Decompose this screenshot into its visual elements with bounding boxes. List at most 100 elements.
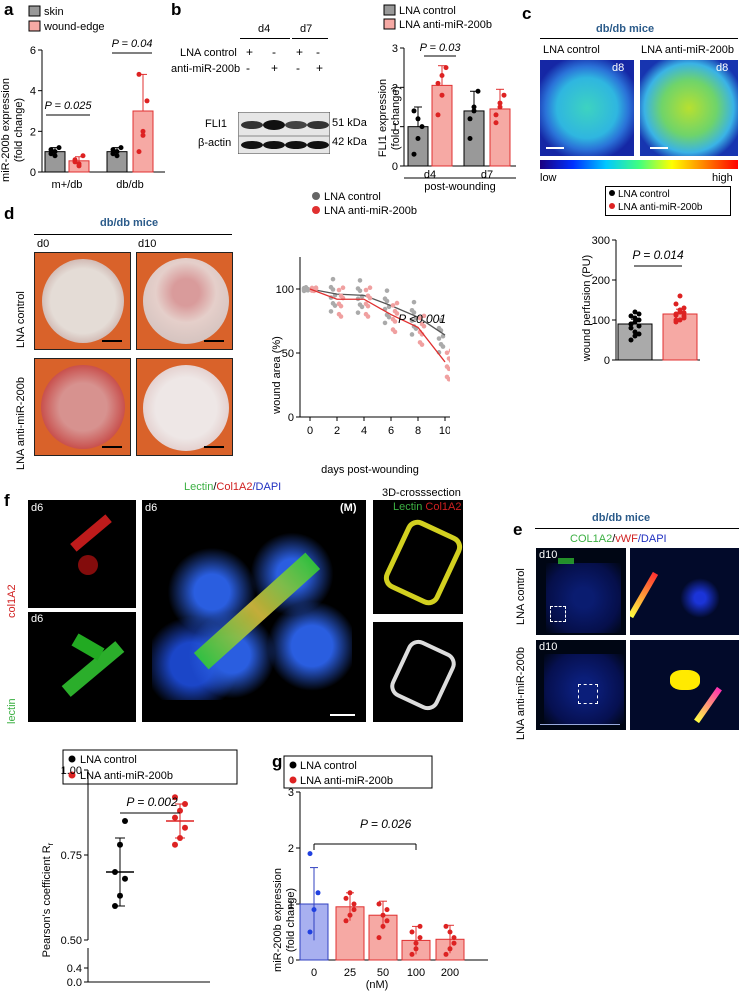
data-point-LNA control — [332, 303, 338, 308]
y-tick-label: 300 — [592, 235, 610, 247]
blot-band — [307, 141, 329, 149]
x-tick-label: d7 — [481, 169, 493, 181]
d-row1: LNA control — [15, 291, 27, 348]
y-tick-label: 0 — [30, 167, 36, 179]
x-tick-label: 100 — [407, 967, 425, 979]
data-point — [677, 293, 683, 299]
g-legend-1: LNA control — [300, 760, 357, 772]
data-point — [681, 305, 687, 311]
data-point-LNA anti-miR-200b — [394, 311, 400, 316]
data-point — [52, 149, 58, 155]
data-point — [439, 92, 445, 98]
data-point-LNA anti-miR-200b — [338, 314, 344, 319]
data-point — [628, 321, 634, 327]
y-tick-label: 100 — [276, 284, 294, 296]
data-point — [681, 310, 687, 316]
legend-label-anti-mir: LNA anti-miR-200b — [399, 19, 492, 31]
x-axis-unit-g: (nM) — [366, 979, 389, 991]
c-title: db/db mice — [596, 23, 655, 35]
x-tick-label: 0 — [307, 425, 313, 437]
e-img-anti-overview — [536, 640, 626, 730]
f-row-lectin: lectin — [6, 698, 18, 724]
y-tick-label: 2 — [30, 126, 36, 138]
line-d7 — [292, 38, 328, 39]
g-legend-2: LNA anti-miR-200b — [300, 775, 393, 787]
data-point-LNA anti-miR-200b — [336, 287, 342, 293]
data-point-LNA anti-miR-200b — [419, 342, 425, 347]
y-tick-label: 0.50 — [61, 935, 82, 947]
data-point — [376, 935, 382, 941]
label-d7: d7 — [300, 23, 313, 35]
panel-label-e: e — [513, 520, 523, 539]
data-point — [48, 151, 54, 157]
data-point — [673, 312, 679, 318]
band-label-fli1: FLI1 — [205, 118, 228, 130]
data-point — [497, 100, 503, 106]
y-tick-label: 2 — [288, 843, 294, 855]
legend-swatch-wound-edge — [28, 20, 41, 32]
y-axis-label-a-text: miR-200b expression — [0, 78, 12, 182]
y-axis-label-c: wound perfusion (PU) — [581, 255, 593, 362]
data-point — [435, 80, 441, 86]
legend-label-lna-control: LNA control — [399, 5, 456, 17]
data-point — [380, 912, 386, 918]
x-axis-title-b: post-wounding — [424, 181, 496, 193]
data-point — [435, 112, 441, 118]
x-tick-label: m+/db — [52, 179, 83, 191]
bar — [617, 323, 653, 361]
data-point-LNA control — [330, 276, 336, 282]
data-point-LNA anti-miR-200b — [421, 323, 427, 329]
data-point — [52, 153, 58, 159]
data-point-lna-control — [117, 892, 123, 899]
kda-label-2: 42 kDa — [332, 136, 367, 148]
p-value-d: P <0.001 — [398, 312, 446, 326]
x-tick-label: 0 — [311, 967, 317, 979]
data-point-LNA anti-miR-200b — [367, 295, 373, 301]
c-legend-1: LNA control — [618, 189, 670, 200]
chart-b: LNA control LNA anti-miR-200b 0 1 2 3 d4 d7 P… — [377, 4, 516, 193]
data-point — [501, 92, 507, 98]
y-tick-label: 3 — [288, 787, 294, 799]
f-legend-2: LNA anti-miR-200b — [80, 770, 173, 782]
e-row2: LNA anti-miR-200b — [515, 647, 527, 740]
e-img-control-overview — [536, 548, 626, 635]
data-point-LNA control — [409, 332, 415, 337]
x-tick-label: 6 — [388, 425, 394, 437]
x-tick-label: 200 — [441, 967, 459, 979]
data-point — [447, 946, 453, 952]
p-value-f: P = 0.002 — [126, 795, 178, 809]
data-point — [636, 323, 642, 329]
f-row-col1a2: col1A2 — [6, 584, 18, 618]
d-label-d0: d0 — [37, 238, 50, 250]
data-point — [447, 929, 453, 935]
f-m-label: (M) — [340, 502, 357, 514]
data-point — [307, 929, 313, 935]
wound-photo-control-d10 — [136, 252, 233, 350]
data-point-lna-control — [122, 818, 128, 824]
y-tick-label: 3 — [392, 43, 398, 55]
data-point — [56, 145, 62, 151]
data-point-LNA anti-miR-200b — [446, 376, 450, 382]
y-tick-label: 0.0 — [67, 977, 82, 989]
data-point-LNA anti-miR-200b — [417, 315, 423, 321]
data-point — [419, 124, 425, 130]
p-value-a2: P = 0.04 — [112, 38, 153, 50]
c-day1: d8 — [612, 62, 625, 74]
panel-label-a: a — [4, 0, 14, 19]
data-point-LNA control — [357, 278, 363, 283]
data-point — [632, 329, 638, 335]
bar — [407, 126, 429, 167]
f-cross-legend: Lectin Col1A2 — [393, 501, 462, 513]
data-point-lna-control — [117, 841, 123, 848]
data-point — [140, 128, 146, 134]
data-point — [493, 120, 499, 126]
series-line-LNA anti-miR-200b — [309, 288, 446, 363]
legend-label-wound-edge: wound-edge — [43, 21, 105, 33]
data-point — [632, 315, 638, 321]
x-tick-label: 2 — [334, 425, 340, 437]
data-point — [467, 116, 473, 122]
y-axis-label-b: FLI1 expression(fold change) — [377, 79, 402, 157]
data-point — [636, 311, 642, 317]
data-point-LNA control — [357, 288, 363, 294]
data-point-anti-mir — [172, 841, 178, 848]
